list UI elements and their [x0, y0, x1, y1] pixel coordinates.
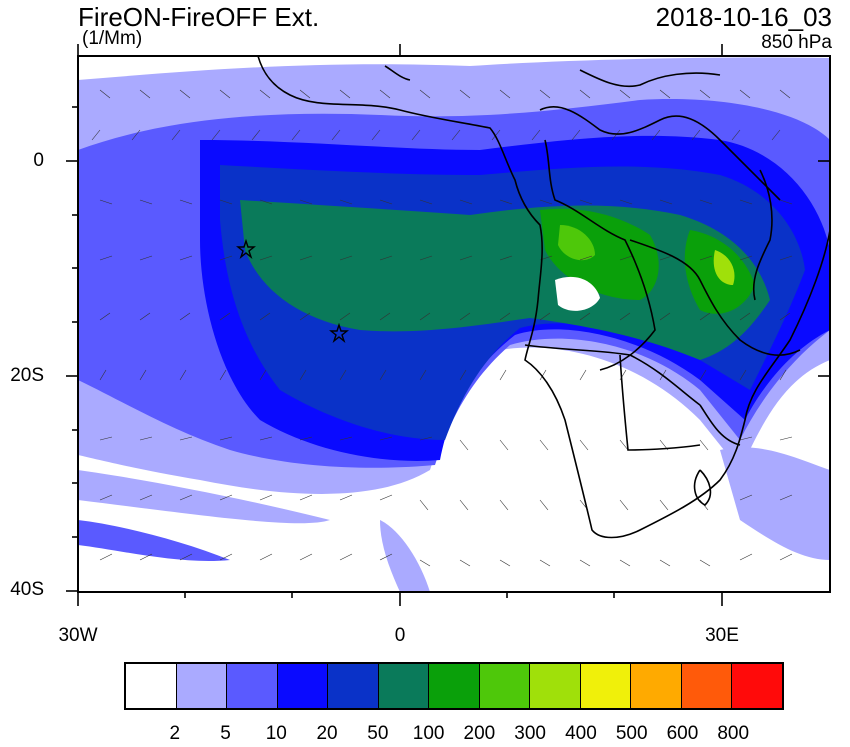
plot-frame — [77, 55, 831, 593]
x-tick-label-30e: 30E — [705, 625, 739, 646]
colorbar-box — [681, 664, 733, 708]
colorbar-box — [530, 664, 581, 708]
colorbar-label: 50 — [367, 723, 389, 744]
colorbar-label: 500 — [615, 723, 648, 744]
x-tick-label-0: 0 — [394, 625, 406, 646]
colorbar-box — [429, 664, 480, 708]
colorbar-label: 400 — [565, 723, 597, 744]
colorbar-label: 5 — [220, 723, 231, 744]
colorbar-label: 800 — [717, 723, 750, 744]
colorbar-box — [378, 664, 430, 708]
star-markers — [236, 238, 349, 344]
y-tick-label-40s: 40S — [10, 579, 44, 600]
pressure-level-label: 850 hPa — [761, 32, 832, 53]
colorbar-box — [227, 664, 278, 708]
colorbar-box — [631, 664, 682, 708]
star-marker-2 — [329, 322, 349, 344]
colorbar-box — [580, 664, 632, 708]
axis-ticks — [66, 44, 830, 606]
colorbar-label: 20 — [316, 723, 338, 744]
colorbar-label: 10 — [265, 723, 287, 744]
colorbar-label: 300 — [514, 723, 546, 744]
star-marker-1 — [236, 238, 256, 260]
colorbar-box — [126, 664, 177, 708]
colorbar-label: 200 — [463, 723, 496, 744]
map-title: FireON-FireOFF Ext. — [78, 2, 320, 32]
coastlines — [257, 56, 830, 539]
colorbar-label: 2 — [169, 723, 181, 744]
colorbar-box — [479, 664, 531, 708]
colorbar-box — [176, 664, 228, 708]
colorbar-label: 100 — [412, 723, 445, 744]
units-label: (1/Mm) — [82, 28, 143, 49]
colorbar — [124, 662, 784, 710]
x-tick-label-30w: 30W — [58, 625, 98, 646]
datetime-label: 2018-10-16_03 — [655, 2, 832, 32]
colorbar-label: 600 — [666, 723, 699, 744]
colorbar-box — [328, 664, 379, 708]
extinction-field — [78, 56, 830, 592]
colorbar-box — [732, 664, 782, 708]
y-tick-label-0: 0 — [33, 150, 44, 171]
colorbar-box — [277, 664, 329, 708]
wind-barbs — [91, 89, 793, 567]
y-tick-label-20s: 20S — [10, 365, 44, 386]
